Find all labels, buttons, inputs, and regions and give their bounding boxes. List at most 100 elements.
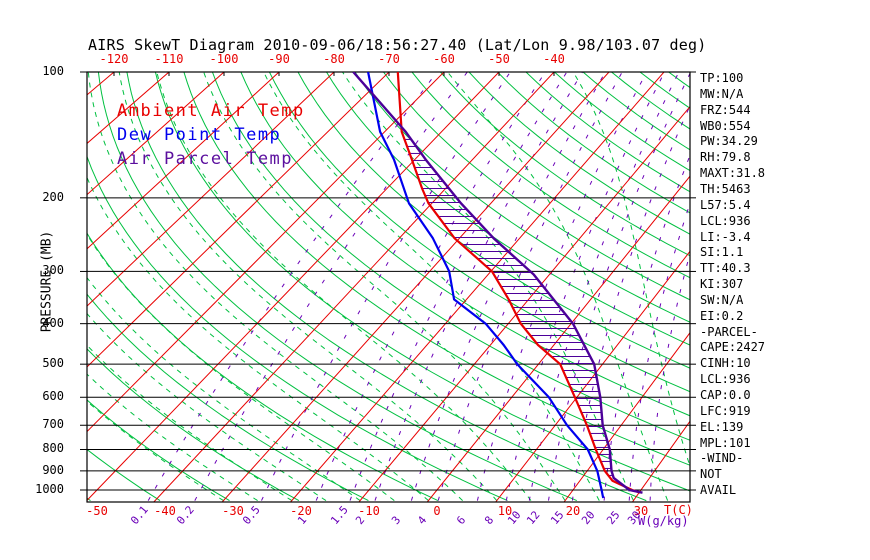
- ambient-temp-curve: [396, 72, 641, 494]
- legend-item-0: Ambient Air Temp: [117, 101, 305, 121]
- temp-unit-label: T(C): [664, 503, 693, 517]
- moist-adiabat-line: [572, 72, 690, 468]
- dry-adiabat-line: [87, 155, 508, 502]
- stat-line-3: WB0:554: [700, 118, 751, 133]
- chart-title: AIRS SkewT Diagram 2010-09-06/18:56:27.4…: [88, 36, 707, 54]
- pressure-axis-label: PRESSURE (MB): [39, 230, 55, 333]
- stat-line-25: NOT: [700, 467, 722, 482]
- mixing-ratio-line: [476, 72, 648, 501]
- isotherm-line: [0, 72, 4, 502]
- top-temp-tick-label: -120: [99, 52, 129, 66]
- mixing-ratio-line: [571, 104, 690, 501]
- dry-adiabat-line: [154, 72, 690, 492]
- isotherm-line: [153, 72, 555, 502]
- stat-line-12: TT:40.3: [700, 261, 751, 276]
- dry-adiabat-line: [87, 293, 369, 502]
- parcel-temp-curve: [352, 72, 643, 494]
- stat-line-21: LFC:919: [700, 403, 751, 418]
- bottom-temp-tick-label: -20: [290, 504, 312, 518]
- stat-line-11: SI:1.1: [700, 245, 744, 260]
- mixing-ratio-line: [603, 153, 690, 501]
- dry-adiabat-line: [497, 72, 690, 214]
- pressure-tick-label: 100: [42, 64, 64, 78]
- stat-line-22: EL:139: [700, 419, 744, 434]
- isotherm-line: [87, 72, 445, 433]
- isotherm-line: [563, 331, 690, 502]
- isotherm-line: [426, 175, 690, 502]
- bottom-temp-tick-label: -40: [154, 504, 176, 518]
- bottom-temp-tick-label: 10: [497, 504, 513, 518]
- legend-item-2: Air Parcel Temp: [117, 149, 294, 169]
- bottom-temp-tick-label: 20: [565, 504, 581, 518]
- stat-line-19: LCL:936: [700, 372, 751, 387]
- mixing-ratio-line: [528, 72, 680, 501]
- stat-line-14: SW:N/A: [700, 292, 744, 307]
- mixing-ratio-line: [505, 72, 666, 501]
- plot-border: [86, 71, 691, 503]
- bottom-temp-tick-label: 0: [433, 504, 441, 518]
- mixing-ratio-line: [374, 72, 583, 501]
- isotherm-line: [87, 72, 335, 307]
- isotherm-line: [87, 72, 115, 96]
- legend: Ambient Air Temp Dew Point Temp Air Parcel…: [117, 99, 305, 171]
- moist-adiabat-line: [87, 176, 429, 501]
- mixing-ratio-line: [147, 72, 438, 501]
- mixing-ratio-line: [628, 201, 690, 501]
- stat-line-9: LCL:936: [700, 213, 751, 228]
- dry-adiabat-line: [383, 72, 690, 301]
- isotherm-line: [358, 105, 690, 502]
- top-temp-tick-label: -90: [268, 52, 290, 66]
- isotherm-line: [87, 72, 225, 196]
- dry-adiabat-line: [525, 72, 690, 193]
- dry-adiabat-line: [97, 72, 577, 502]
- top-temp-tick-label: -50: [488, 52, 510, 66]
- isotherm-line: [87, 72, 280, 250]
- dry-adiabat-line: [468, 72, 690, 235]
- stat-line-26: AVAIL: [700, 483, 737, 498]
- dry-adiabat-line: [668, 72, 690, 89]
- pressure-tick-label: 200: [42, 189, 64, 204]
- stat-line-6: MAXT:31.8: [700, 166, 766, 181]
- pressure-tick-label: 1000: [35, 482, 64, 496]
- top-temp-tick-label: -80: [323, 52, 345, 66]
- pressure-tick-label: 700: [42, 417, 64, 432]
- stat-line-17: CAPE:2427: [700, 340, 766, 355]
- dry-adiabat-line: [554, 72, 690, 172]
- stat-line-5: RH:79.8: [700, 150, 751, 165]
- isotherm-line: [290, 72, 665, 502]
- dry-adiabat-line: [582, 72, 690, 151]
- dry-adiabat-line: [87, 399, 230, 502]
- stat-line-24: -WIND-: [700, 451, 744, 466]
- isotherm-line: [221, 72, 610, 502]
- dewpoint-curve: [367, 72, 605, 499]
- isotherm-line: [632, 420, 690, 502]
- pressure-tick-label: 900: [42, 462, 64, 477]
- stat-line-0: TP:100: [700, 71, 744, 85]
- top-temp-tick-label: -40: [543, 52, 565, 66]
- stat-line-23: MPL:101: [700, 435, 751, 450]
- isotherm-line: [87, 72, 500, 502]
- stat-line-4: PW:34.29: [700, 134, 758, 149]
- stat-line-13: KI:307: [700, 277, 744, 292]
- stat-line-18: CINH:10: [700, 356, 751, 371]
- mixing-ratio-line: [194, 72, 468, 501]
- pressure-tick-label: 600: [42, 389, 64, 404]
- stat-line-16: -PARCEL-: [700, 324, 758, 339]
- stat-line-10: LI:-3.4: [700, 229, 751, 244]
- top-temp-tick-label: -60: [433, 52, 455, 66]
- pressure-tick-label: 500: [42, 356, 64, 371]
- dry-adiabat-line: [87, 348, 300, 502]
- bottom-temp-tick-label: -50: [86, 504, 108, 518]
- bottom-temp-tick-label: -10: [358, 504, 380, 518]
- dry-adiabat-line: [211, 72, 690, 441]
- pressure-tick-label: 300: [42, 263, 64, 278]
- isotherm-line: [87, 72, 390, 368]
- dry-adiabat-line: [440, 72, 690, 257]
- isotherm-line: [495, 250, 690, 502]
- moist-adiabat-line: [156, 72, 532, 501]
- mixing-ratio-line: [649, 251, 690, 501]
- mixing-unit-label: W(g/kg): [638, 514, 689, 528]
- bottom-temp-tick-label: -30: [222, 504, 244, 518]
